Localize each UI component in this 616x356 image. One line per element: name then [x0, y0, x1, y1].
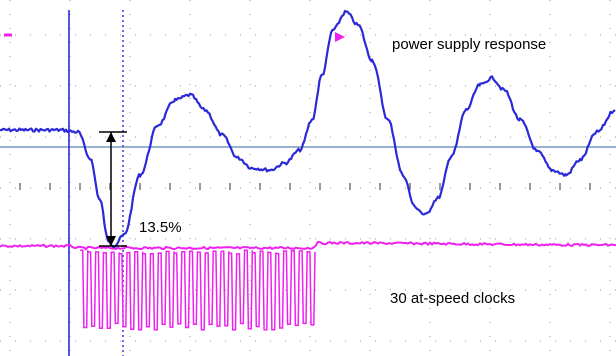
power-supply-label: power supply response	[392, 36, 547, 53]
channel-markers	[4, 32, 345, 42]
trigger-marker-2	[335, 32, 345, 42]
clock-trace-burst	[80, 249, 316, 331]
measure-arrow-up	[106, 132, 116, 142]
measure-arrow-down	[106, 236, 116, 246]
clock-burst-label: 30 at-speed clocks	[390, 290, 516, 307]
droop-measurement	[99, 131, 127, 247]
droop-value-label: 13.5%	[139, 219, 182, 236]
power-supply-trace	[0, 9, 616, 249]
clock-trace-baseline	[0, 240, 616, 251]
time-cursors	[68, 10, 124, 356]
